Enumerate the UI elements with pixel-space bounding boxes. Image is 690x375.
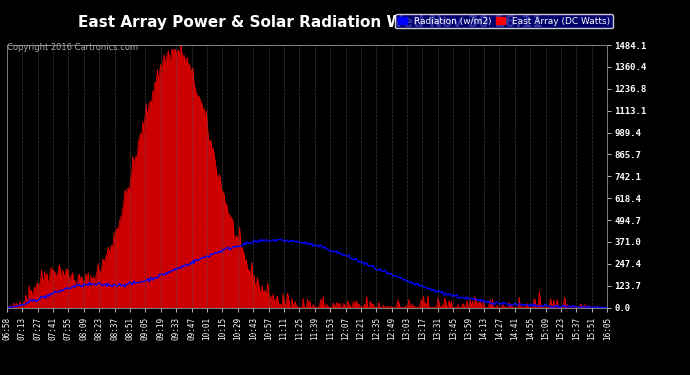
Text: East Array Power & Solar Radiation Wed Nov 30 16:11: East Array Power & Solar Radiation Wed N… xyxy=(78,15,543,30)
Text: Copyright 2016 Cartronics.com: Copyright 2016 Cartronics.com xyxy=(7,43,138,52)
Legend: Radiation (w/m2), East Array (DC Watts): Radiation (w/m2), East Array (DC Watts) xyxy=(395,14,613,28)
